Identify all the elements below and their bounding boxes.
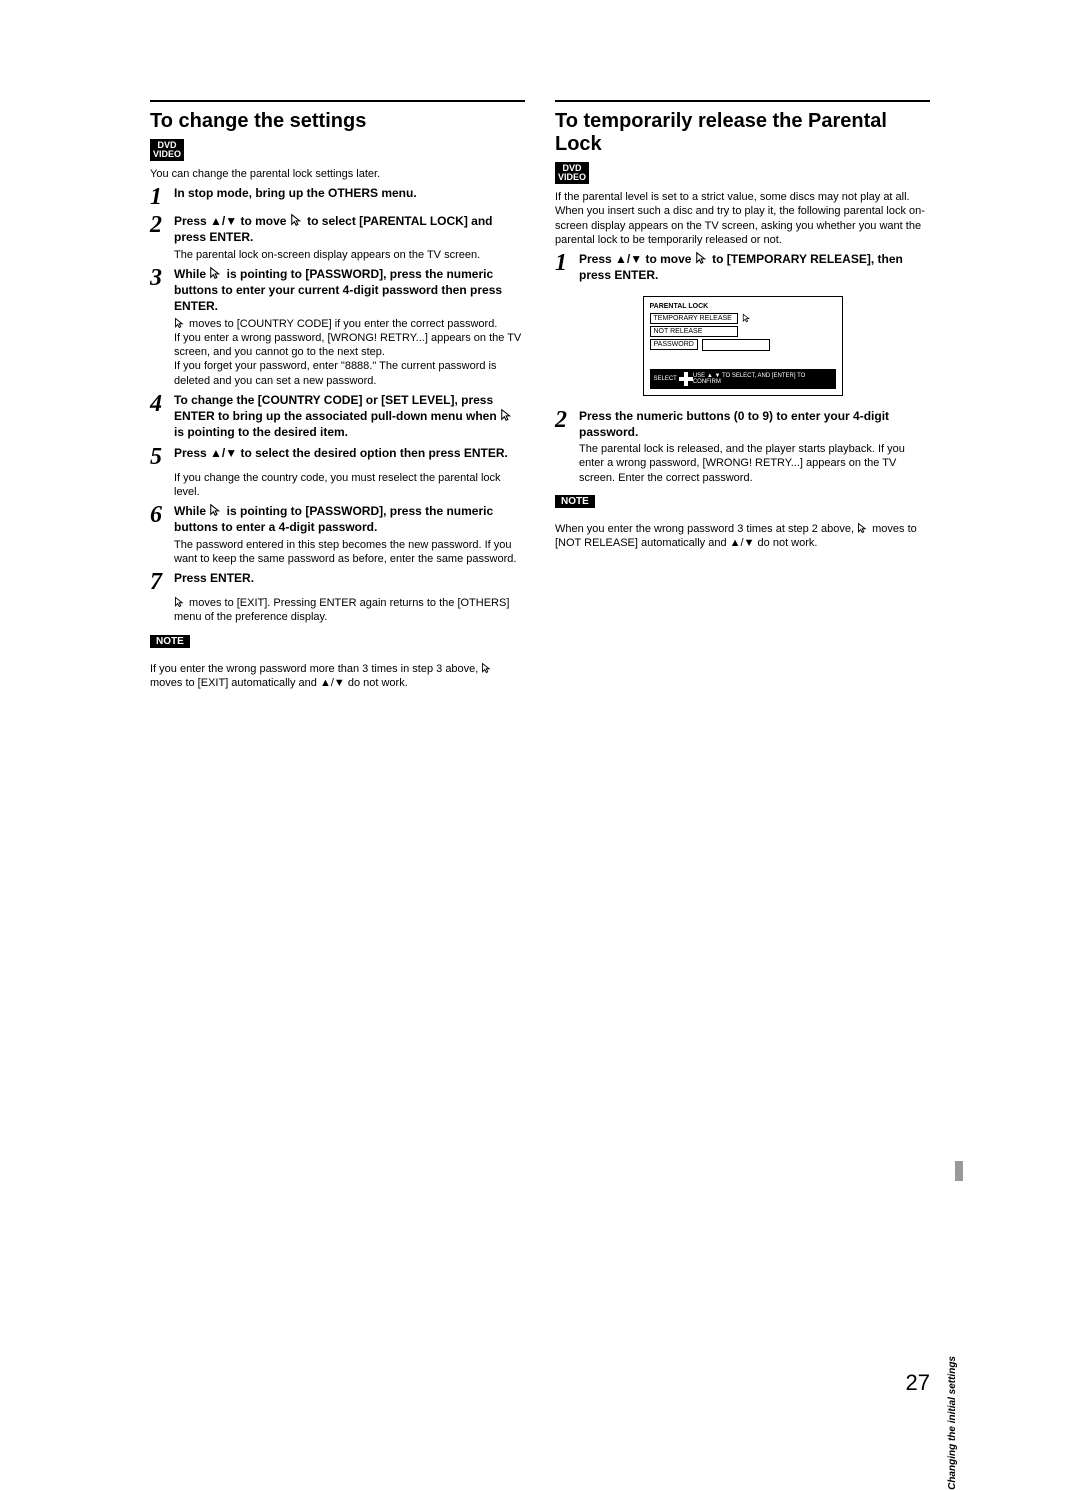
cursor-icon: [742, 313, 752, 323]
side-label: Changing the initial settings: [947, 1356, 958, 1490]
parental-lock-screen: PARENTAL LOCK TEMPORARY RELEASE NOT RELE…: [643, 296, 843, 396]
cursor-icon: [174, 317, 186, 329]
cursor-icon: [857, 522, 869, 534]
page-number: 27: [906, 1370, 930, 1396]
cursor-icon: [481, 662, 493, 674]
side-tab: [955, 1161, 963, 1181]
dpad-icon: [679, 372, 693, 386]
dvd-video-badge: DVDVIDEO: [150, 139, 184, 161]
cursor-icon: [174, 596, 186, 608]
right-note: When you enter the wrong password 3 time…: [555, 522, 930, 551]
step-5: 5 Press ▲/▼ to select the desired option…: [150, 445, 525, 469]
cursor-icon: [209, 266, 223, 280]
cursor-icon: [290, 213, 304, 227]
note-badge: NOTE: [150, 635, 190, 648]
right-column: To temporarily release the Parental Lock…: [555, 100, 930, 701]
left-note: If you enter the wrong password more tha…: [150, 662, 525, 691]
cursor-icon: [209, 503, 223, 517]
step-3: 3 While is pointing to [PASSWORD], press…: [150, 266, 525, 315]
cursor-icon: [695, 251, 709, 265]
right-intro: If the parental level is set to a strict…: [555, 190, 930, 247]
step-1: 1 In stop mode, bring up the OTHERS menu…: [150, 185, 525, 209]
step-7: 7 Press ENTER.: [150, 570, 525, 594]
right-step-1: 1 Press ▲/▼ to move to [TEMPORARY RELEAS…: [555, 251, 930, 283]
step-6: 6 While is pointing to [PASSWORD], press…: [150, 503, 525, 535]
right-title: To temporarily release the Parental Lock: [555, 110, 930, 156]
note-badge: NOTE: [555, 495, 595, 508]
step-4: 4 To change the [COUNTRY CODE] or [SET L…: [150, 392, 525, 441]
left-title: To change the settings: [150, 110, 525, 133]
dvd-video-badge: DVDVIDEO: [555, 162, 589, 184]
left-intro: You can change the parental lock setting…: [150, 167, 525, 181]
right-step-2: 2 Press the numeric buttons (0 to 9) to …: [555, 408, 930, 440]
left-column: To change the settings DVDVIDEO You can …: [150, 100, 525, 701]
cursor-icon: [500, 408, 514, 422]
step-2: 2 Press ▲/▼ to move to select [PARENTAL …: [150, 213, 525, 245]
